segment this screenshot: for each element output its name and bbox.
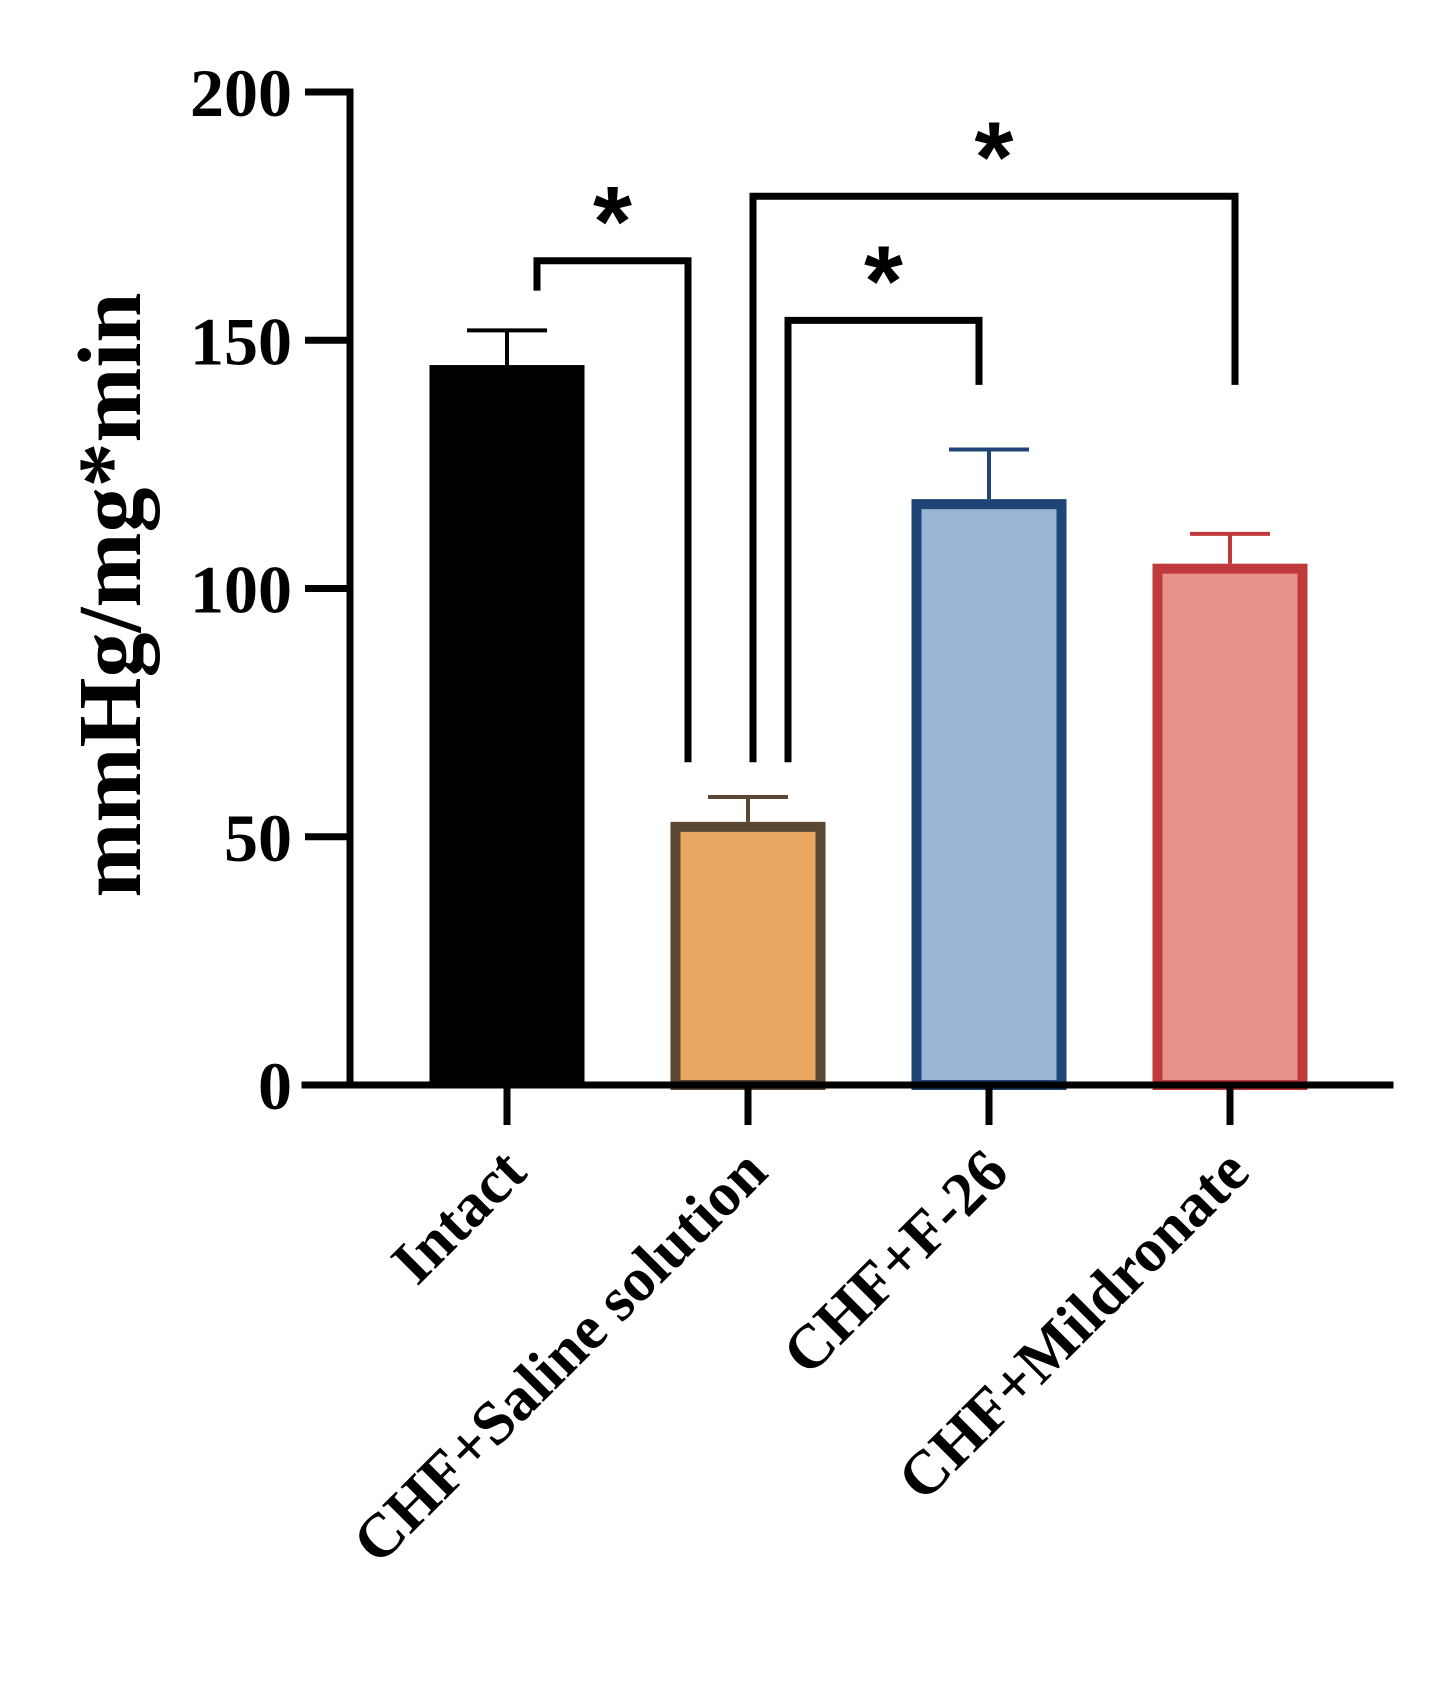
significance-star: *: [975, 101, 1014, 213]
x-tick-label: CHF+F-26: [770, 1137, 1021, 1388]
bar: [429, 365, 585, 1085]
y-tick-label: 0: [258, 1048, 292, 1124]
significance-group: * * *: [533, 101, 1239, 763]
y-tick-label: 200: [190, 55, 292, 131]
bar: [1152, 563, 1308, 1090]
y-tick-label: 100: [190, 552, 292, 628]
significance-bracket: [533, 257, 692, 763]
significance-bracket: [749, 192, 1239, 763]
y-axis-ticks: 0 50 100 150 200: [190, 55, 350, 1124]
bar: [911, 499, 1067, 1090]
significance-star: *: [593, 166, 632, 278]
y-tick-label: 150: [190, 303, 292, 379]
error-bars-group: [467, 328, 1270, 822]
x-tick-label: Intact: [379, 1137, 539, 1297]
significance-bracket: [784, 316, 983, 763]
y-axis-title: mmHg/mg*min: [61, 293, 160, 898]
x-tick-label: CHF+Saline solution: [340, 1137, 780, 1577]
significance-star: *: [864, 225, 903, 337]
y-tick-label: 50: [224, 800, 292, 876]
bars-group: [429, 365, 1308, 1090]
bar: [670, 821, 826, 1090]
